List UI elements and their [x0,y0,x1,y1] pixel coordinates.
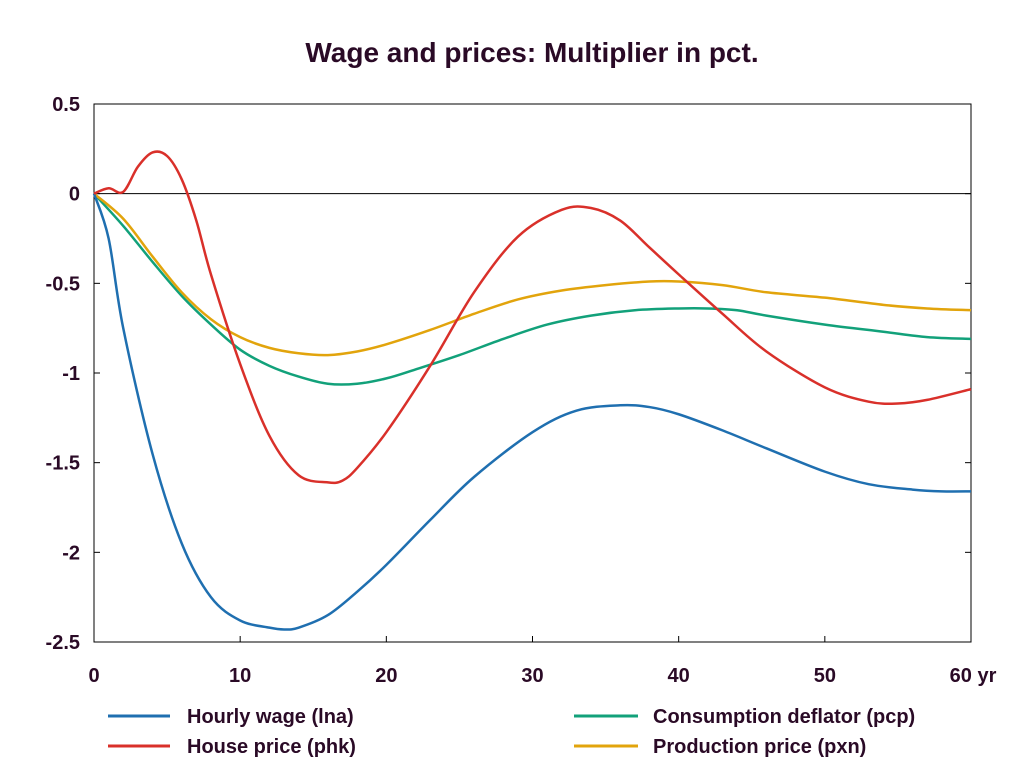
plot-frame [93,103,972,643]
x-tick-label: 0 [88,665,99,687]
series-line-0 [92,193,972,631]
x-tick-label: 50 [814,665,836,687]
series-line-3 [93,192,972,357]
y-tick-label: -2 [62,542,80,564]
y-tick-label: -1 [62,363,80,385]
legend-item-3: Production price (pxn) [574,736,866,758]
x-axis: 0 10 20 30 40 50 60 yr [88,636,997,687]
y-tick-label: -1.5 [46,453,80,475]
x-tick-label: 30 [521,665,543,687]
y-axis: 0.5 0 -0.5 -1 -1.5 -2 -2.5 [46,94,971,654]
legend-item-2: Consumption deflator (pcp) [574,706,915,728]
legend-label-2: Consumption deflator (pcp) [653,706,915,728]
chart-title: Wage and prices: Multiplier in pct. [305,37,758,68]
legend-label-1: House price (phk) [187,736,356,758]
legend-label-3: Production price (pxn) [653,736,866,758]
legend-item-0: Hourly wage (lna) [108,706,354,728]
x-tick-label: 10 [229,665,251,687]
x-tick-label: 40 [668,665,690,687]
legend: Hourly wage (lna) House price (phk) Cons… [108,706,915,758]
y-tick-label: -2.5 [46,632,80,654]
y-tick-label: 0 [69,184,80,206]
legend-item-1: House price (phk) [108,736,356,758]
plot-area: 0 10 20 30 40 50 60 yr 0.5 0 -0.5 -1 -1.5 -2 -2.5 [46,94,997,687]
y-tick-label: 0.5 [52,94,80,116]
series-line-1 [93,150,972,485]
series-line-2 [93,192,972,386]
y-tick-label: -0.5 [46,273,80,295]
legend-label-0: Hourly wage (lna) [187,706,354,728]
x-tick-label: 60 yr [950,665,997,687]
series-layer [92,150,972,631]
x-tick-label: 20 [375,665,397,687]
